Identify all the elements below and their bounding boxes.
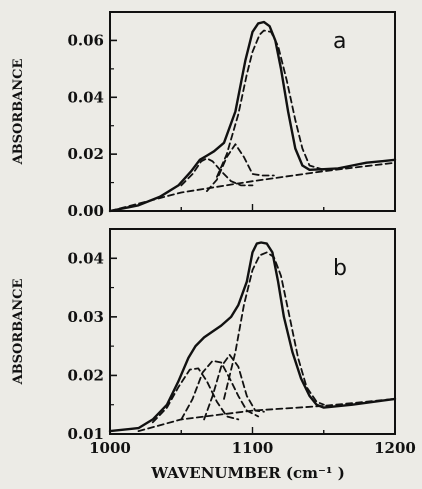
y-tick-label: 0.04 (67, 88, 104, 106)
fitted-component-line (151, 367, 240, 424)
y-tick-label: 0.01 (67, 425, 104, 443)
fitted-component-line (180, 157, 254, 187)
panel-a-chart: 0.00 0.02 0.04 0.06 ABSORBANCE a (11, 11, 397, 220)
x-tick-label: 1200 (374, 439, 416, 457)
y-tick-label: 0.04 (67, 249, 104, 267)
panel-letter: a (333, 29, 346, 54)
y-tick-label: 0.06 (67, 31, 104, 49)
y-axis-label: ABSORBANCE (11, 59, 26, 166)
measured-spectrum-line (108, 241, 397, 433)
fitted-component-line (223, 251, 325, 406)
panel-b-chart: 0.01 0.02 0.03 0.04 1000 1100 1200 ABSORBANCE b (11, 228, 416, 457)
y-tick-label: 0.00 (67, 202, 104, 220)
x-tick-label: 1000 (89, 439, 131, 457)
fitted-component-line (205, 143, 275, 193)
fitted-component-line (109, 161, 396, 212)
y-tick-label: 0.02 (67, 145, 104, 163)
measured-spectrum-line (108, 20, 397, 213)
y-tick-label: 0.02 (67, 366, 104, 384)
x-axis-label: WAVENUMBER (cm⁻¹ ) (150, 464, 345, 482)
panel-letter: b (333, 256, 347, 281)
fitted-component-line (180, 359, 260, 421)
fitted-component-line (203, 353, 265, 421)
fitted-component-line (137, 397, 396, 433)
fitted-component-line (215, 29, 325, 178)
y-tick-label: 0.03 (67, 308, 104, 326)
x-tick-label: 1100 (232, 439, 274, 457)
y-axis-label: ABSORBANCE (11, 279, 26, 386)
